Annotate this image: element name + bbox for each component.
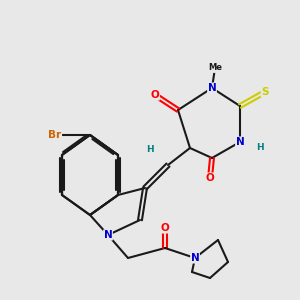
Text: H: H bbox=[256, 143, 264, 152]
Text: N: N bbox=[103, 230, 112, 240]
Text: H: H bbox=[146, 146, 154, 154]
Text: S: S bbox=[261, 87, 269, 97]
Text: N: N bbox=[190, 253, 200, 263]
Text: Me: Me bbox=[208, 64, 222, 73]
Text: Br: Br bbox=[48, 130, 62, 140]
Text: N: N bbox=[236, 137, 244, 147]
Text: O: O bbox=[160, 223, 169, 233]
Text: O: O bbox=[151, 90, 159, 100]
Text: N: N bbox=[208, 83, 216, 93]
Text: O: O bbox=[206, 173, 214, 183]
